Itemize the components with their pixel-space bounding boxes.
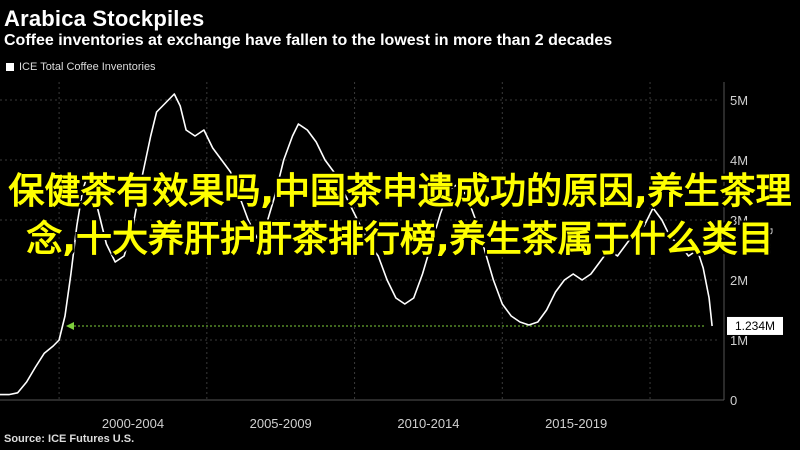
last-value-label: 1.234M [735, 319, 775, 333]
reference-line-arrow [66, 321, 74, 330]
x-tick-label: 2010-2014 [397, 416, 459, 431]
y-tick-label: 3M [730, 213, 748, 228]
legend: ICE Total Coffee Inventories [6, 61, 156, 73]
chart-title: Arabica Stockpiles [4, 6, 205, 31]
y-tick-label: 0 [730, 393, 737, 408]
legend-label: ICE Total Coffee Inventories [19, 61, 156, 73]
x-tick-label: 2005-2009 [250, 416, 312, 431]
chart-subtitle: Coffee inventories at exchange have fall… [4, 32, 613, 49]
y-tick-label: 2M [730, 273, 748, 288]
last-value-box [727, 316, 783, 335]
legend-swatch [6, 63, 14, 71]
y-tick-label: 4M [730, 153, 748, 168]
y-tick-label: 1M [730, 333, 748, 348]
x-tick-label: 2000-2004 [102, 416, 164, 431]
y-axis-label: Bags [761, 227, 775, 254]
overlay-text: 保健茶有效果吗,中国茶申遗成功的原因,养生茶理念,十大养肝护肝茶排行榜,养生茶属… [8, 171, 792, 260]
x-tick-label: 2015-2019 [545, 416, 607, 431]
source-note: Source: ICE Futures U.S. [4, 433, 135, 445]
y-tick-label: 5M [730, 93, 748, 108]
series-line [0, 93, 713, 396]
